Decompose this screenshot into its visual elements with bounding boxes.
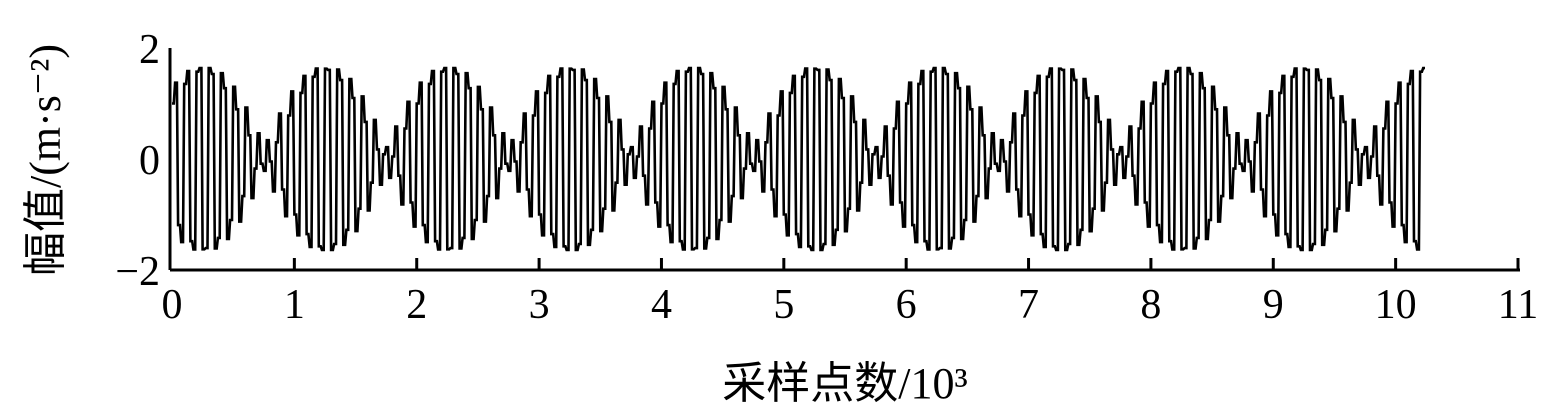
x-tick-label: 5 <box>773 282 794 328</box>
x-tick-label: 2 <box>406 282 427 328</box>
x-tick-label: 10 <box>1375 282 1417 328</box>
y-tick-label: −2 <box>115 249 160 295</box>
signal-line <box>172 66 1425 252</box>
x-tick-label: 1 <box>284 282 305 328</box>
plot-area <box>172 66 1425 252</box>
x-tick-label: 9 <box>1263 282 1284 328</box>
x-tick-label: 7 <box>1018 282 1039 328</box>
y-tick-label: 0 <box>139 138 160 184</box>
x-axis-label: 采样点数/10³ <box>722 359 967 408</box>
x-tick-label: 8 <box>1140 282 1161 328</box>
x-tick-label: 3 <box>529 282 550 328</box>
x-tick-label: 4 <box>651 282 672 328</box>
y-axis-label: 幅值/(m·s⁻²) <box>21 44 70 276</box>
x-tick-label: 6 <box>896 282 917 328</box>
x-tick-label: 11 <box>1498 282 1538 328</box>
y-tick-label: 2 <box>139 27 160 73</box>
x-tick-label: 0 <box>162 282 183 328</box>
